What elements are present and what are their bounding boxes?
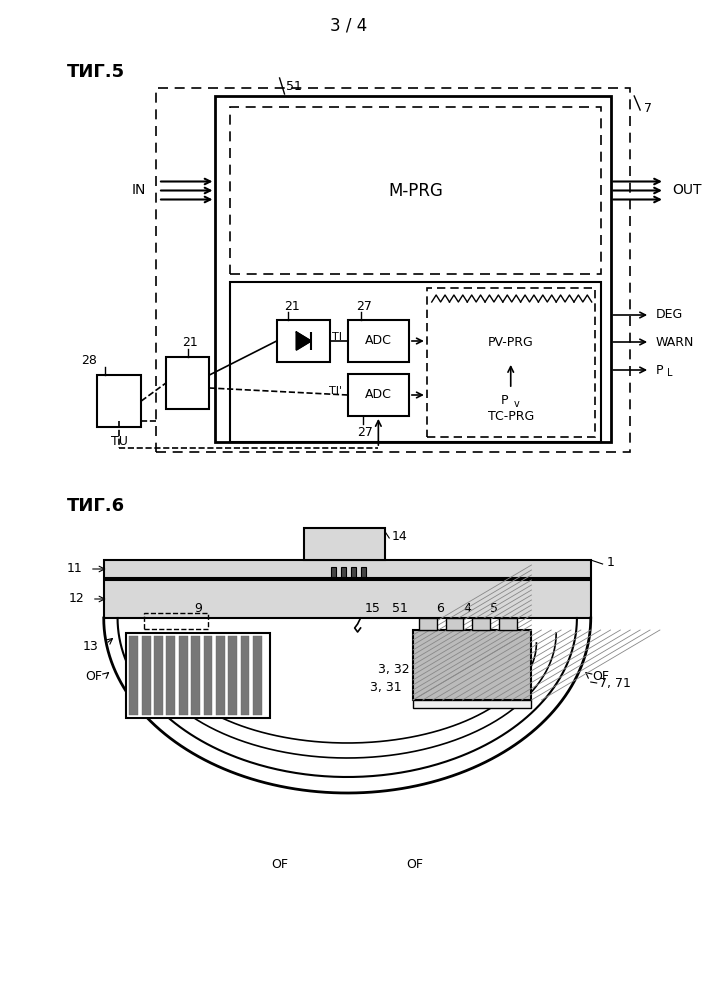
Text: 4: 4: [463, 601, 471, 614]
Bar: [191, 636, 200, 715]
Bar: [240, 636, 250, 715]
Bar: [341, 567, 346, 577]
Bar: [230, 107, 601, 274]
Text: 28: 28: [81, 355, 97, 367]
Bar: [228, 636, 237, 715]
Text: L: L: [667, 368, 672, 378]
Bar: [361, 567, 366, 577]
Text: ADC: ADC: [365, 388, 392, 401]
Bar: [166, 636, 175, 715]
Text: OUT: OUT: [672, 184, 701, 198]
Bar: [499, 618, 517, 630]
Bar: [413, 630, 532, 700]
Bar: [204, 636, 212, 715]
Text: IN: IN: [132, 184, 146, 198]
Text: 5: 5: [490, 601, 498, 614]
Text: 9: 9: [194, 601, 202, 614]
Bar: [166, 357, 209, 409]
Text: 11: 11: [66, 562, 82, 576]
Bar: [445, 618, 463, 630]
Text: ΤИГ.5: ΤИГ.5: [67, 63, 125, 81]
Bar: [427, 288, 595, 437]
Text: 21: 21: [182, 336, 197, 350]
Text: 3 / 4: 3 / 4: [330, 16, 368, 34]
Bar: [331, 567, 336, 577]
Bar: [419, 618, 437, 630]
Bar: [154, 636, 163, 715]
Text: OF: OF: [85, 670, 102, 682]
Bar: [179, 636, 187, 715]
Text: 51: 51: [392, 601, 408, 614]
Bar: [142, 636, 151, 715]
Bar: [97, 375, 141, 427]
Text: WARN: WARN: [656, 336, 694, 349]
Text: 21: 21: [284, 300, 300, 312]
Text: OF: OF: [592, 670, 609, 682]
Bar: [216, 96, 611, 442]
Bar: [253, 636, 262, 715]
Text: TI: TI: [332, 332, 341, 342]
Text: ADC: ADC: [365, 334, 392, 348]
Text: 3, 31: 3, 31: [370, 680, 402, 694]
Bar: [129, 636, 139, 715]
Text: PV-PRG: PV-PRG: [488, 336, 534, 349]
Bar: [276, 320, 330, 362]
Text: 1: 1: [607, 556, 614, 568]
Bar: [472, 618, 490, 630]
Text: 7: 7: [644, 102, 652, 114]
Bar: [348, 320, 409, 362]
Bar: [413, 700, 532, 708]
Bar: [216, 636, 225, 715]
Text: OF: OF: [407, 858, 423, 871]
Text: OF: OF: [271, 858, 288, 871]
Text: TU: TU: [110, 435, 127, 448]
Text: P: P: [501, 393, 508, 406]
Text: 27: 27: [356, 300, 371, 312]
Text: TI': TI': [329, 386, 341, 396]
Text: 27: 27: [358, 426, 373, 438]
Bar: [304, 528, 385, 560]
Text: 6: 6: [436, 601, 443, 614]
Bar: [351, 567, 356, 577]
Text: 14: 14: [391, 530, 407, 542]
Bar: [104, 560, 591, 578]
Text: DEG: DEG: [656, 308, 683, 322]
Text: 15: 15: [365, 601, 380, 614]
Bar: [348, 374, 409, 416]
Text: TC-PRG: TC-PRG: [488, 410, 534, 424]
Bar: [144, 613, 209, 629]
Text: 13: 13: [83, 640, 99, 652]
Bar: [104, 580, 591, 618]
Bar: [413, 630, 532, 700]
Text: 7, 71: 7, 71: [599, 678, 631, 690]
Text: v: v: [514, 399, 520, 409]
Polygon shape: [296, 332, 311, 350]
Text: M-PRG: M-PRG: [388, 182, 443, 200]
Text: ΤИГ.6: ΤИГ.6: [67, 497, 125, 515]
Bar: [230, 282, 601, 442]
Bar: [156, 88, 630, 452]
Bar: [127, 633, 269, 718]
Text: P: P: [656, 363, 663, 376]
Text: 3, 32: 3, 32: [378, 664, 410, 676]
Text: 12: 12: [68, 592, 84, 605]
Text: 51: 51: [286, 80, 303, 93]
